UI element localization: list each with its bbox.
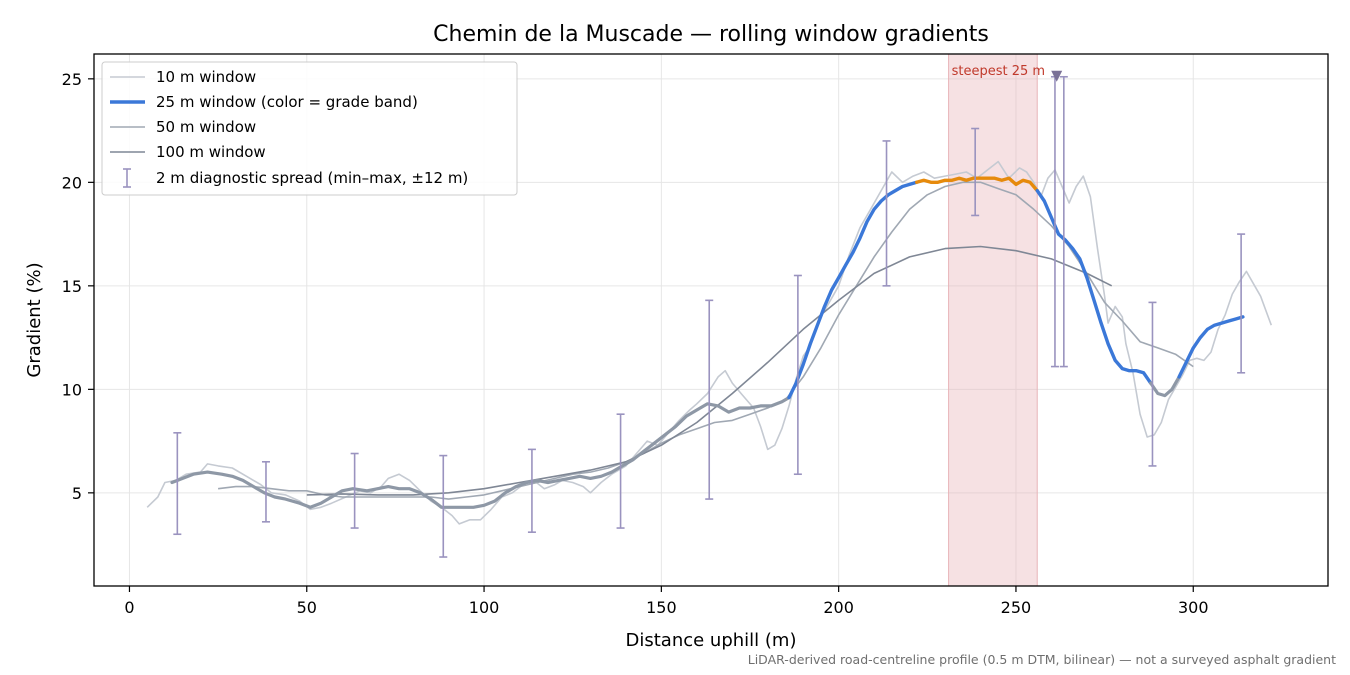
- series-line-10m: [146, 160, 1273, 525]
- legend-label-10m: 10 m window: [156, 68, 256, 86]
- series-line-25m-blue: [1035, 188, 1153, 385]
- errorbar: [439, 454, 448, 558]
- steepest-band-layer: [948, 54, 1038, 586]
- legend-label-50m: 50 m window: [156, 118, 256, 136]
- errorbar: [793, 274, 802, 476]
- legend-swatch-errorbar: [123, 168, 131, 188]
- x-tick-label: 100: [469, 598, 500, 617]
- x-tick-label: 200: [823, 598, 854, 617]
- errorbar: [971, 127, 980, 217]
- series-line-25m-gray: [170, 396, 791, 509]
- errorbar: [261, 460, 270, 523]
- footnote: LiDAR-derived road-centreline profile (0…: [747, 652, 1336, 667]
- errorbar: [1059, 75, 1068, 368]
- x-tick-label: 150: [646, 598, 677, 617]
- errorbar: [1148, 301, 1157, 467]
- series-line-25m-blue: [1177, 315, 1245, 379]
- legend: 10 m window 25 m window (color = grade b…: [101, 61, 518, 196]
- peak-marker: [1051, 70, 1063, 82]
- errorbar: [616, 413, 625, 529]
- series-line-25m-blue: [787, 180, 919, 400]
- y-axis-ticks: 5 10 15 20 25: [62, 70, 94, 503]
- errorbar: [173, 432, 182, 536]
- legend-label-errorbar: 2 m diagnostic spread (min–max, ±12 m): [156, 169, 468, 187]
- plot-frame: [93, 53, 1329, 587]
- errorbar-layer: [173, 75, 1246, 558]
- x-axis-ticks: 0 50 100 150 200 250 300: [124, 586, 1209, 617]
- x-tick-label: 50: [297, 598, 317, 617]
- errorbar: [527, 448, 536, 533]
- x-tick-label: 250: [1001, 598, 1032, 617]
- y-tick-label: 20: [62, 173, 82, 192]
- x-tick-label: 300: [1178, 598, 1209, 617]
- errorbar: [882, 140, 891, 287]
- y-tick-label: 25: [62, 70, 82, 89]
- y-tick-label: 10: [62, 380, 82, 399]
- legend-label-100m: 100 m window: [156, 143, 266, 161]
- x-axis-label: Distance uphill (m): [626, 630, 797, 651]
- y-tick-label: 5: [72, 484, 82, 503]
- series-line-25m-orange: [915, 176, 1039, 193]
- legend-box: [101, 61, 518, 196]
- series-line-50m: [218, 181, 1194, 500]
- steepest-annotation: steepest 25 m: [952, 64, 1045, 79]
- steepest-band: [948, 54, 1038, 586]
- marker-layer: [1051, 70, 1063, 82]
- y-tick-label: 15: [62, 277, 82, 296]
- series-line-25m-gray: [1149, 375, 1181, 398]
- chart-title: Chemin de la Muscade — rolling window gr…: [433, 22, 989, 47]
- series-layer: [146, 160, 1273, 525]
- legend-label-25m: 25 m window (color = grade band): [156, 93, 418, 111]
- errorbar: [1237, 233, 1246, 374]
- x-tick-label: 0: [124, 598, 134, 617]
- errorbar: [705, 299, 714, 500]
- errorbar: [350, 452, 359, 529]
- y-axis-label: Gradient (%): [24, 262, 45, 377]
